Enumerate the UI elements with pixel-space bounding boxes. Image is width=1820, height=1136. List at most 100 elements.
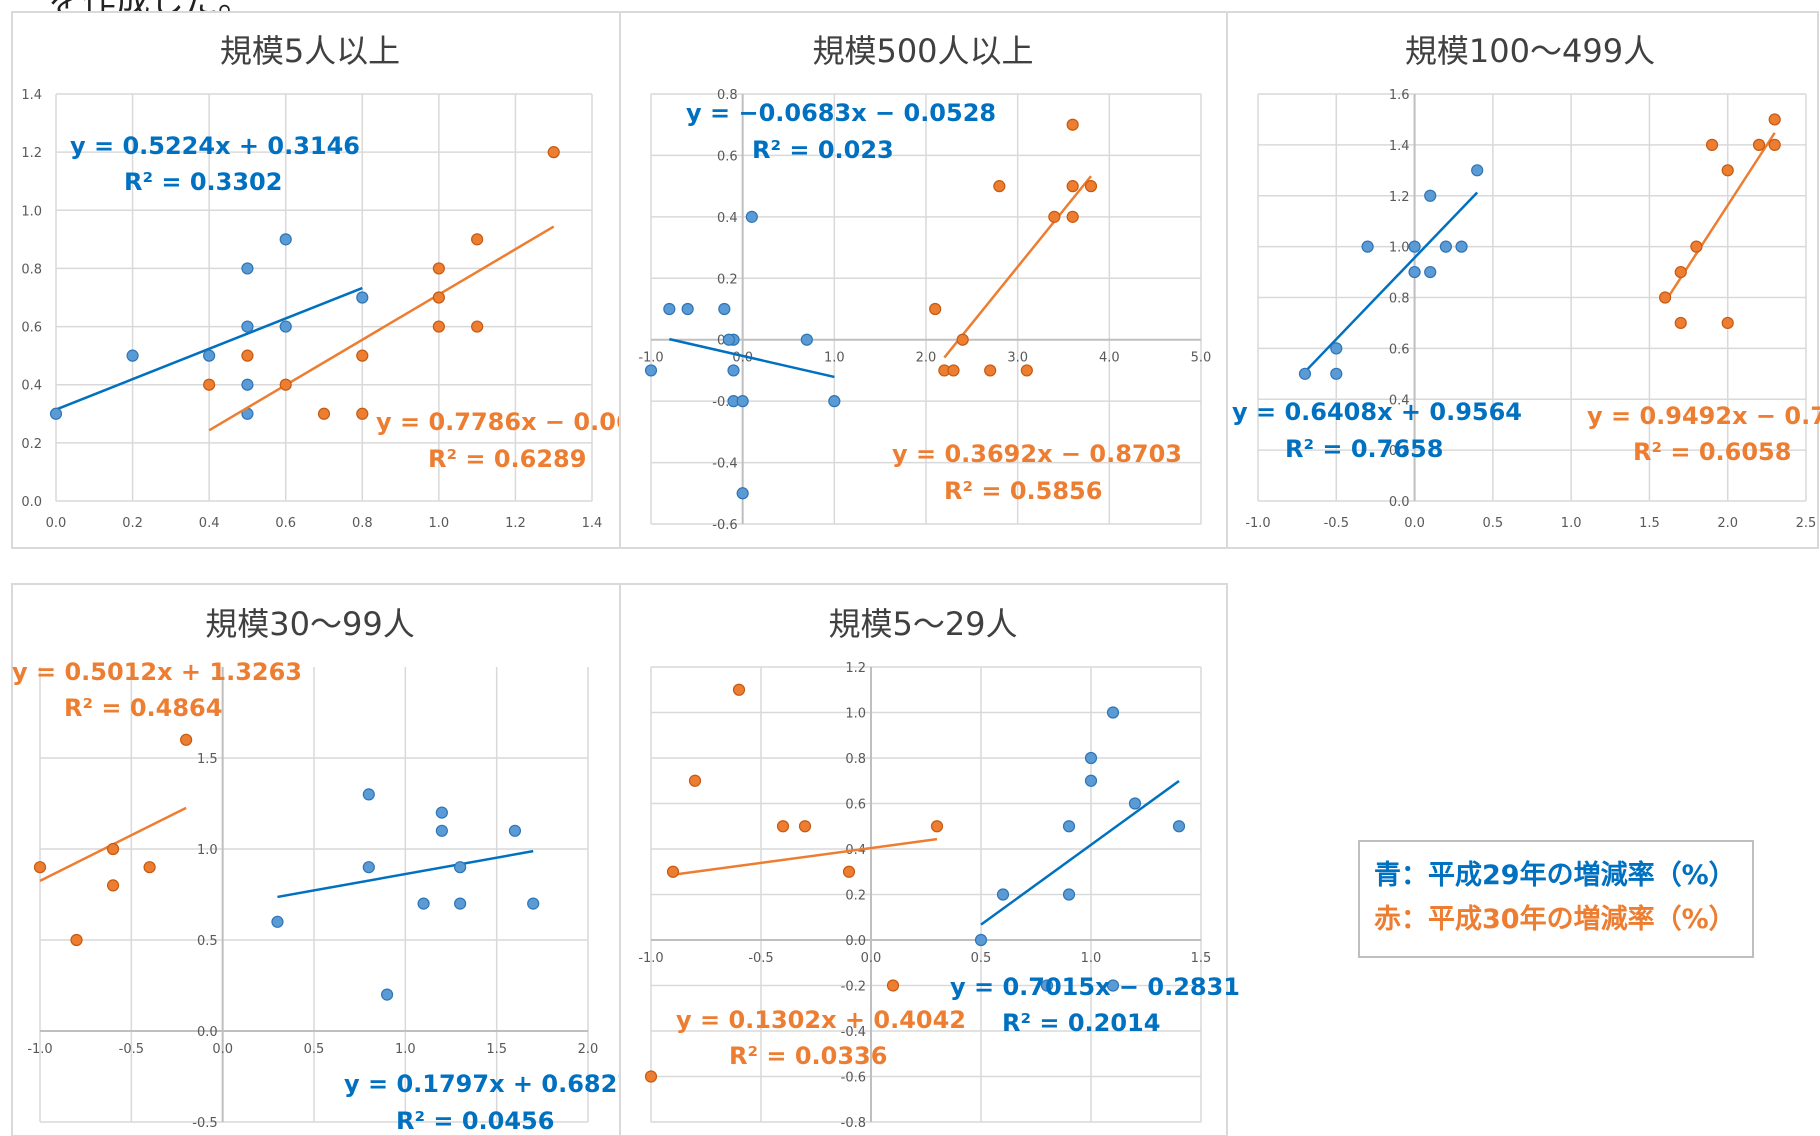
data-point-orange — [1768, 138, 1781, 151]
y-tick-label: -0.4 — [841, 1025, 866, 1040]
y-tick-label: 0.8 — [845, 752, 866, 767]
data-point-blue — [435, 824, 448, 837]
x-tick-label: 1.0 — [1081, 951, 1102, 966]
r-squared-blue: R² = 0.0456 — [396, 1107, 554, 1135]
y-tick-label: 0.4 — [21, 379, 42, 394]
data-point-blue — [1040, 979, 1054, 992]
y-tick-label: -0.4 — [712, 457, 737, 472]
x-tick-label: 1.2 — [505, 516, 526, 531]
panel-frame — [1226, 11, 1819, 549]
legend-orange-label: 赤：平成30年の増減率（%） — [1374, 904, 1736, 935]
y-tick-label: 1.0 — [1389, 241, 1410, 256]
y-tick-label: 0.6 — [1389, 342, 1410, 357]
x-tick-label: 1.0 — [824, 351, 845, 366]
x-tick-label: 4.0 — [1099, 351, 1120, 366]
y-tick-label: 0.5 — [197, 934, 218, 949]
trendline-blue — [980, 779, 1180, 926]
y-tick-label: 1.4 — [1389, 139, 1410, 154]
panel-frame — [11, 583, 621, 1136]
x-tick-label: -0.5 — [748, 951, 773, 966]
r-squared-blue: R² = 0.3302 — [124, 168, 282, 196]
data-point-blue — [1330, 367, 1343, 380]
data-point-orange — [70, 933, 83, 947]
x-tick-label: 2.0 — [578, 1042, 599, 1057]
data-point-orange — [180, 733, 193, 746]
data-point-blue — [241, 378, 254, 391]
data-point-blue — [417, 897, 430, 910]
data-point-orange — [1066, 180, 1079, 193]
x-tick-label: -1.0 — [1245, 516, 1270, 531]
y-tick-label: 0.2 — [845, 889, 866, 904]
y-tick-label: 0.8 — [21, 262, 42, 277]
y-tick-label: -0.6 — [712, 518, 737, 533]
data-point-orange — [356, 407, 369, 420]
data-point-blue — [1106, 979, 1120, 992]
r-squared-orange: R² = 0.6058 — [1633, 438, 1791, 466]
trendline-blue — [669, 337, 835, 379]
data-point-blue — [974, 933, 988, 947]
x-tick-label: 0.5 — [304, 1042, 325, 1057]
trendline-orange — [943, 175, 1092, 359]
y-tick-label: 1.0 — [845, 707, 866, 722]
y-tick-label: 0.8 — [1389, 292, 1410, 307]
data-point-blue — [435, 806, 448, 819]
x-tick-label: 1.5 — [1639, 516, 1660, 531]
data-point-orange — [1690, 240, 1703, 253]
data-point-blue — [1062, 888, 1076, 901]
y-tick-label: 1.0 — [197, 843, 218, 858]
data-point-orange — [1020, 364, 1033, 377]
x-tick-label: 0.6 — [275, 516, 296, 531]
data-point-blue — [1172, 820, 1186, 833]
data-point-orange — [1752, 138, 1766, 151]
data-point-orange — [432, 320, 445, 333]
y-tick-label: 1.6 — [1389, 88, 1410, 103]
x-tick-label: 5.0 — [1191, 351, 1212, 366]
x-tick-label: 1.5 — [1191, 951, 1212, 966]
chart-panel-5: 規模5〜29人 -1.0 -0.5 0.0 0.5 1.0 1.5 -0.8 -0.6 -0.4 -… — [619, 583, 1240, 1136]
x-tick-label: 2.0 — [916, 351, 937, 366]
chart-title: 規模30〜99人 — [205, 605, 414, 643]
chart-title: 規模500人以上 — [812, 32, 1033, 70]
data-point-orange — [984, 364, 997, 377]
data-point-blue — [1298, 367, 1312, 380]
trendline-equation-orange: y = 0.5012x + 1.3263 — [12, 658, 302, 686]
y-tick-label: 0.6 — [21, 321, 42, 336]
data-point-orange — [1768, 113, 1781, 126]
x-tick-label: 0.0 — [212, 1042, 233, 1057]
chart-panel-4: 規模30〜99人 -1.0 -0.5 0.0 0.5 1.0 1.5 2.0 -0.5 0.0 0.… — [11, 583, 634, 1136]
data-point-blue — [800, 333, 813, 346]
data-point-orange — [33, 861, 47, 874]
data-point-orange — [432, 291, 445, 304]
data-point-orange — [732, 683, 746, 696]
x-tick-label: 0.2 — [122, 516, 143, 531]
data-point-blue — [1084, 774, 1098, 787]
x-tick-label: 0.5 — [1483, 516, 1504, 531]
data-point-orange — [776, 820, 790, 833]
data-point-blue — [203, 349, 216, 362]
x-tick-label: 0.0 — [46, 516, 67, 531]
x-tick-label: 1.5 — [486, 1042, 507, 1057]
chart-panel-1: 規模5人以上 0.0 0.2 0.4 0.6 0.8 1.0 1.2 1.4 0.0 0.2 0.4 0… — [11, 11, 666, 549]
data-point-blue — [362, 788, 375, 801]
y-tick-label: -0.8 — [841, 1116, 866, 1131]
y-tick-label: 0.6 — [845, 798, 866, 813]
x-tick-label: 1.0 — [395, 1042, 416, 1057]
data-point-orange — [1674, 265, 1687, 279]
trendline-blue — [277, 849, 534, 899]
data-point-blue — [718, 302, 731, 316]
data-point-blue — [1361, 240, 1374, 253]
y-tick-label: 0.0 — [845, 934, 866, 949]
y-tick-label: 0.2 — [717, 272, 738, 287]
r-squared-orange: R² = 0.4864 — [64, 694, 222, 722]
trendline-equation-blue: y = 0.7015x − 0.2831 — [950, 973, 1240, 1001]
trendline-orange — [208, 225, 555, 432]
data-point-orange — [317, 407, 331, 420]
chart-panel-2: 規模500人以上-1.0 0.0 1.0 2.0 3.0 4.0 5.0-0.6-0.4-0… — [619, 11, 1228, 549]
r-squared-orange: R² = 0.6289 — [428, 445, 586, 473]
chart-title: 規模5〜29人 — [828, 605, 1017, 643]
data-point-blue — [1439, 240, 1452, 253]
legend-box: 青：平成29年の増減率（%） 赤：平成30年の増減率（%） — [1358, 840, 1754, 958]
x-tick-label: -0.5 — [119, 1042, 144, 1057]
data-point-orange — [1721, 316, 1734, 330]
